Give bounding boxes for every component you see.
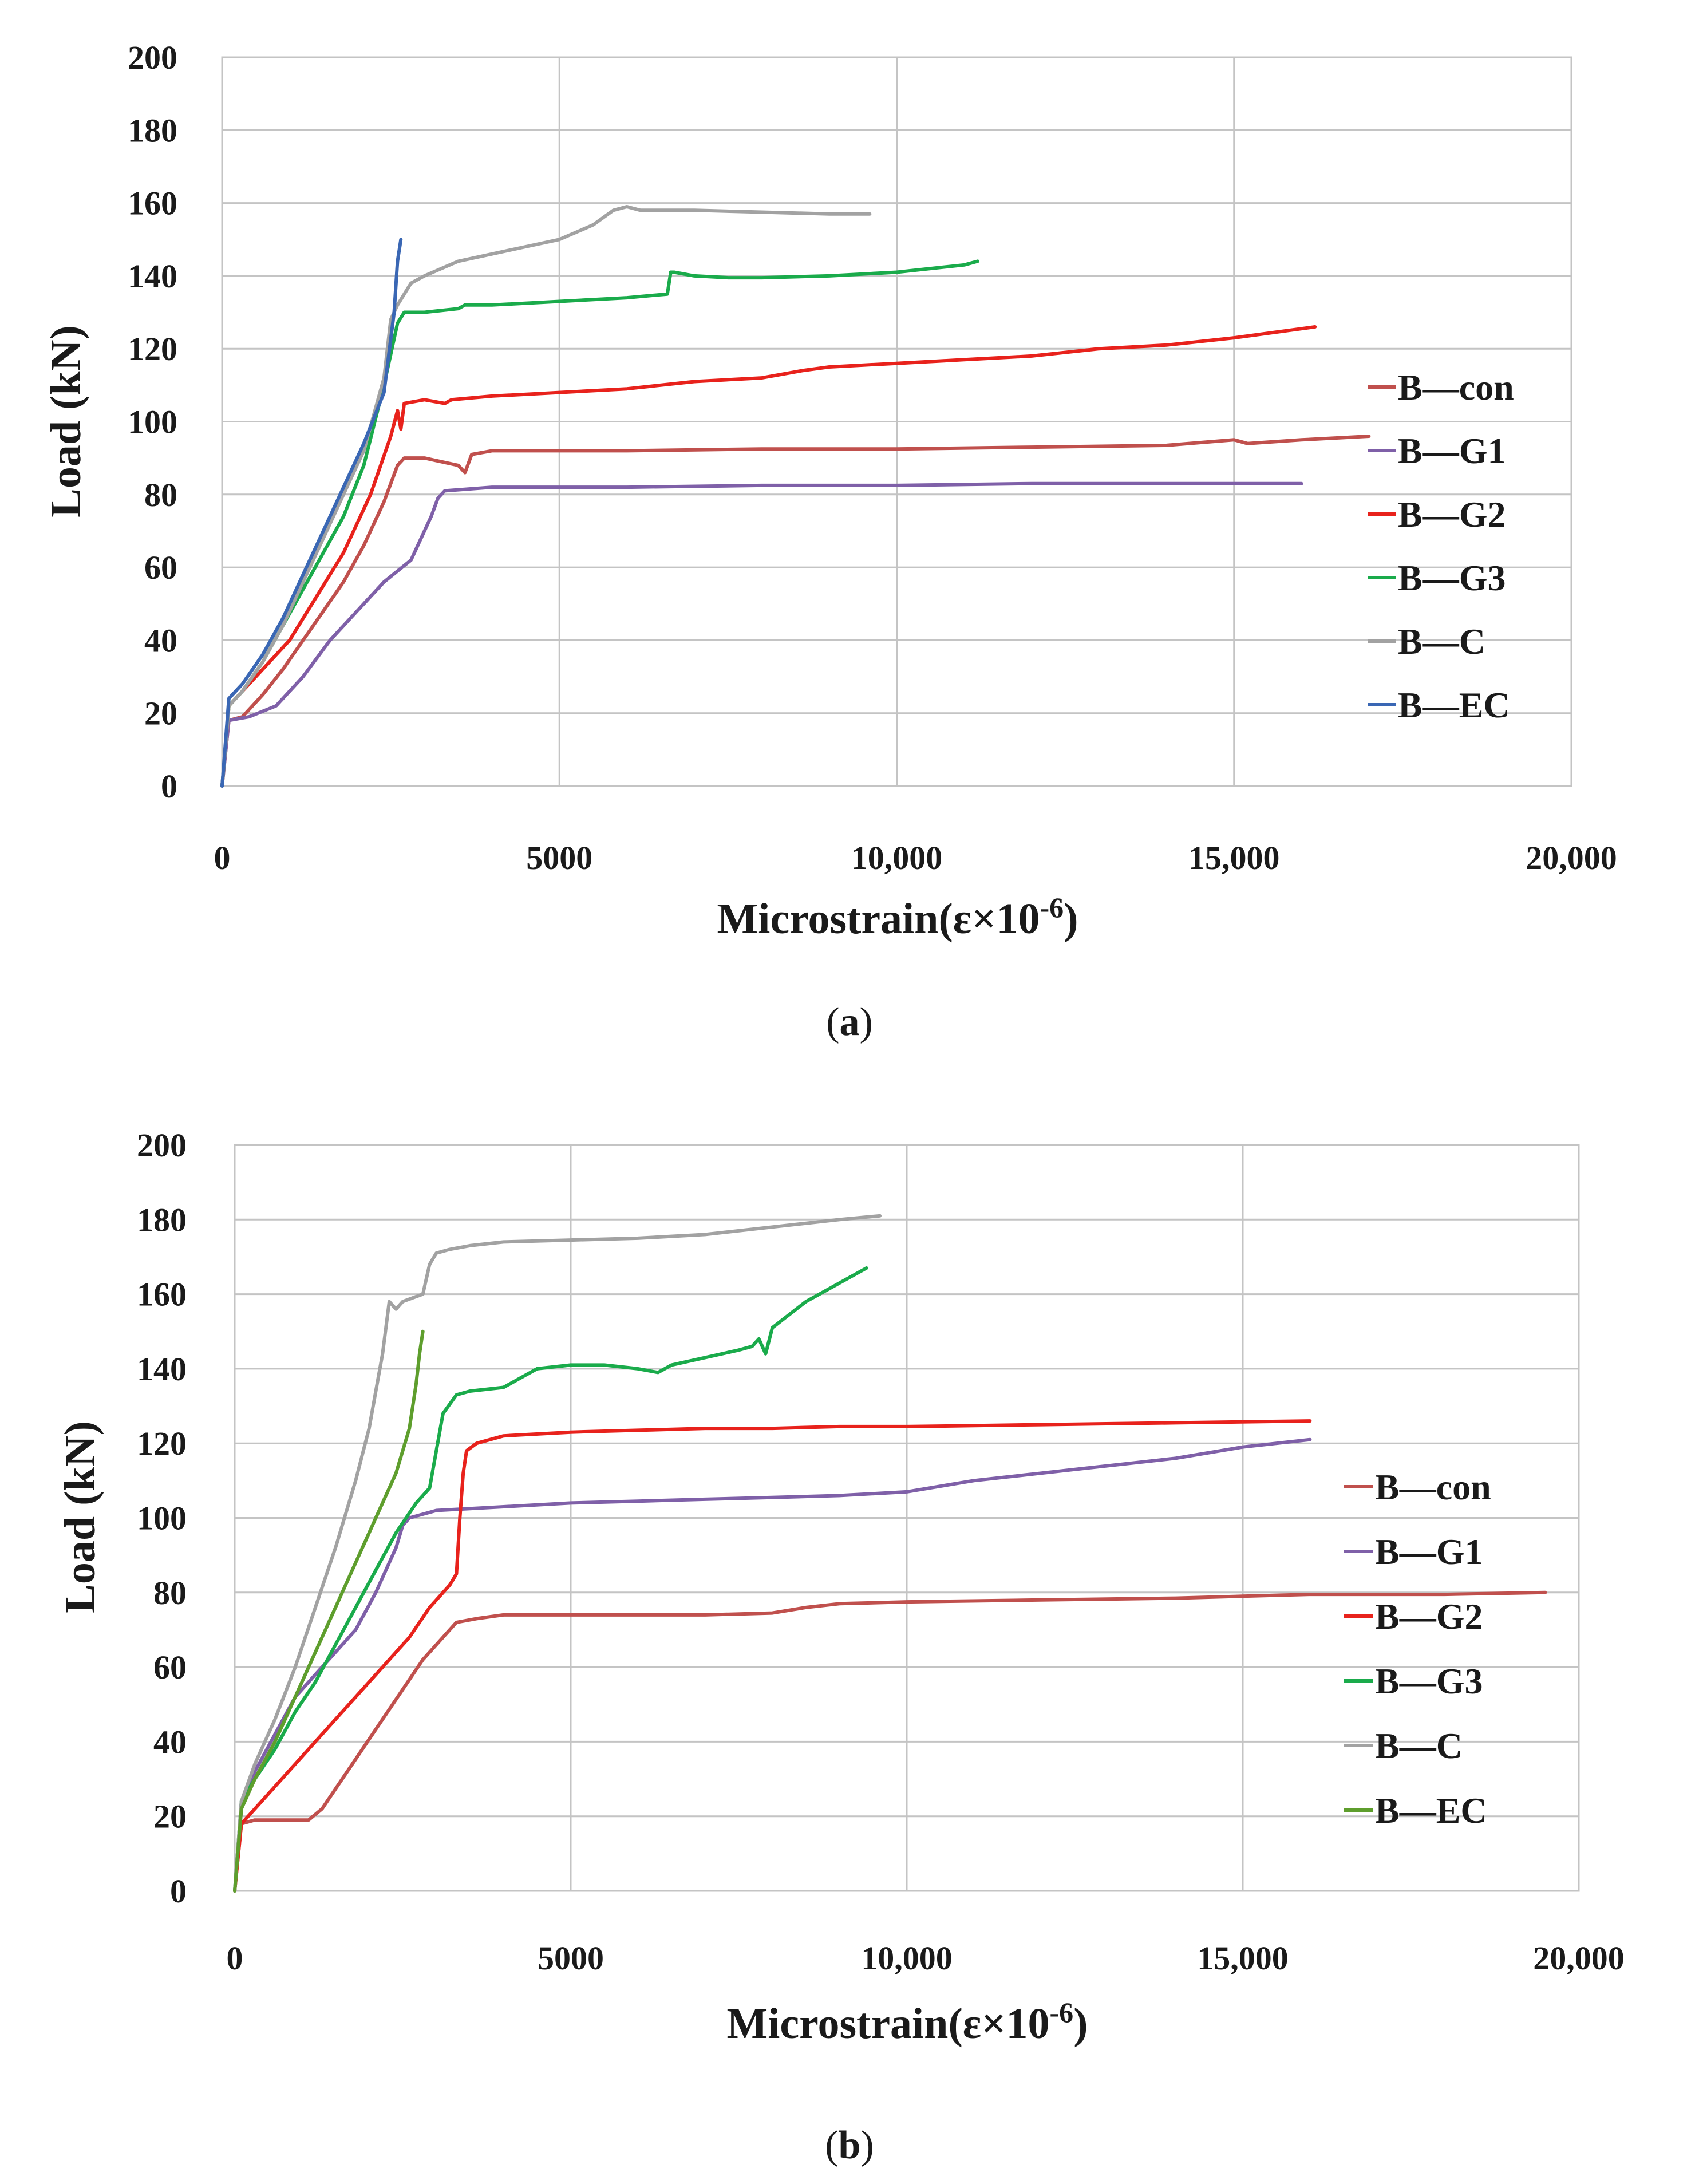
y-tick-label-a: 160 xyxy=(128,185,177,222)
legend-label-b: B—G2 xyxy=(1375,1596,1483,1637)
panel-caption-a: (a) xyxy=(826,1000,873,1044)
series-line-a-g2 xyxy=(220,325,1317,788)
y-tick-label-b: 140 xyxy=(137,1350,187,1388)
y-tick-label-a: 80 xyxy=(144,476,177,514)
x-tick-label-a: 20,000 xyxy=(1526,839,1617,876)
y-tick-label-a: 0 xyxy=(161,768,177,805)
series-line-b-g3 xyxy=(233,1266,868,1893)
legend-label-b: B—con xyxy=(1375,1467,1491,1507)
y-tick-label-b: 80 xyxy=(153,1574,187,1612)
x-tick-label-b: 5000 xyxy=(538,1940,604,1977)
y-tick-label-a: 180 xyxy=(128,112,177,149)
x-tick-label-a: 10,000 xyxy=(851,839,943,876)
series-line-b-ec xyxy=(233,1329,425,1893)
y-tick-label-b: 40 xyxy=(153,1723,187,1760)
legend-label-a: B—C xyxy=(1398,621,1485,662)
panel-a-chart: 0 20 40 60 80 100 120 140 160 180 200 0 5000 10,000 15… xyxy=(42,39,1617,1044)
y-tick-label-b: 160 xyxy=(137,1276,187,1313)
legend-label-a: B—G2 xyxy=(1398,494,1506,535)
y-tick-label-a: 40 xyxy=(144,622,177,659)
y-tick-label-a: 20 xyxy=(144,695,177,732)
y-tick-label-a: 120 xyxy=(128,330,177,368)
series-line-b-g2 xyxy=(233,1419,1312,1893)
series-line-b-g1 xyxy=(233,1437,1312,1893)
legend-label-a: B—G1 xyxy=(1398,431,1506,471)
x-tick-label-b: 0 xyxy=(227,1940,243,1977)
y-tick-label-b: 100 xyxy=(137,1500,187,1537)
legend-label-a: B—con xyxy=(1398,367,1514,408)
x-tick-label-a: 15,000 xyxy=(1188,839,1280,876)
legend-label-b: B—G1 xyxy=(1375,1531,1483,1572)
x-axis-title-b: Microstrain(ε×10-6) xyxy=(727,1996,1088,2048)
series-line-a-c xyxy=(220,205,872,788)
series-line-b-c xyxy=(233,1214,882,1893)
y-tick-label-a: 140 xyxy=(128,258,177,295)
x-axis-title-a: Microstrain(ε×10-6) xyxy=(717,891,1078,943)
x-tick-label-b: 15,000 xyxy=(1197,1940,1289,1977)
panel-caption-b: (b) xyxy=(825,2123,874,2167)
y-tick-label-b: 20 xyxy=(153,1798,187,1835)
y-tick-label-a: 200 xyxy=(128,39,177,76)
y-tick-label-b: 200 xyxy=(137,1127,187,1164)
panel-b-chart: 0 20 40 60 80 100 120 140 160 180 200 0 5000 10,000 15… xyxy=(56,1127,1625,2167)
y-tick-label-a: 100 xyxy=(128,404,177,441)
y-tick-label-b: 60 xyxy=(153,1649,187,1686)
y-tick-label-b: 180 xyxy=(137,1201,187,1238)
x-tick-label-b: 10,000 xyxy=(861,1940,953,1977)
series-line-a-g1 xyxy=(220,481,1303,788)
x-tick-label-a: 0 xyxy=(214,839,231,876)
series-line-a-ec xyxy=(220,238,403,788)
y-tick-label-b: 0 xyxy=(170,1873,187,1910)
y-tick-label-a: 60 xyxy=(144,549,177,586)
x-tick-label-b: 20,000 xyxy=(1533,1940,1625,1977)
legend-label-b: B—EC xyxy=(1375,1790,1487,1831)
y-axis-title-a: Load (kN) xyxy=(42,325,90,518)
series-line-b-con xyxy=(233,1590,1547,1893)
y-tick-label-b: 120 xyxy=(137,1425,187,1462)
series-line-a-con xyxy=(220,435,1371,788)
legend-label-b: B—G3 xyxy=(1375,1661,1483,1701)
x-tick-label-a: 5000 xyxy=(526,839,592,876)
legend-label-a: B—G3 xyxy=(1398,558,1506,598)
legend-label-b: B—C xyxy=(1375,1725,1463,1766)
legend-label-a: B—EC xyxy=(1398,685,1510,725)
y-axis-title-b: Load (kN) xyxy=(56,1421,104,1613)
